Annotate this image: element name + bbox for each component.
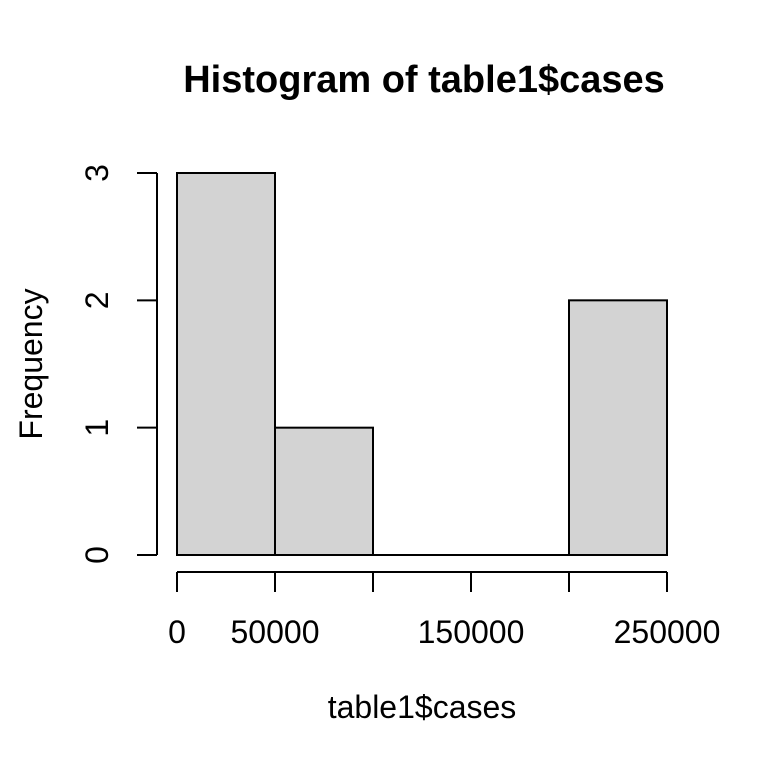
histogram-bar: [274, 426, 374, 556]
y-axis-label: Frequency: [13, 288, 49, 439]
x-tick-label: 0: [168, 614, 186, 650]
y-tick-label: 1: [79, 419, 115, 437]
histogram-bar: [176, 172, 276, 556]
bars-group: [176, 172, 668, 557]
y-tick-label: 3: [79, 164, 115, 182]
plot-title: Histogram of table1$cases: [183, 59, 665, 101]
histogram-bar: [568, 299, 668, 557]
x-axis: 0 50000 150000 250000: [168, 571, 721, 650]
y-tick-label: 0: [79, 546, 115, 564]
x-tick-label: 150000: [418, 614, 525, 650]
y-tick-label: 2: [79, 291, 115, 309]
x-tick-label: 250000: [614, 614, 721, 650]
y-axis: 0 1 2 3: [79, 164, 158, 564]
x-tick-label: 50000: [231, 614, 320, 650]
x-axis-label: table1$cases: [328, 689, 517, 725]
